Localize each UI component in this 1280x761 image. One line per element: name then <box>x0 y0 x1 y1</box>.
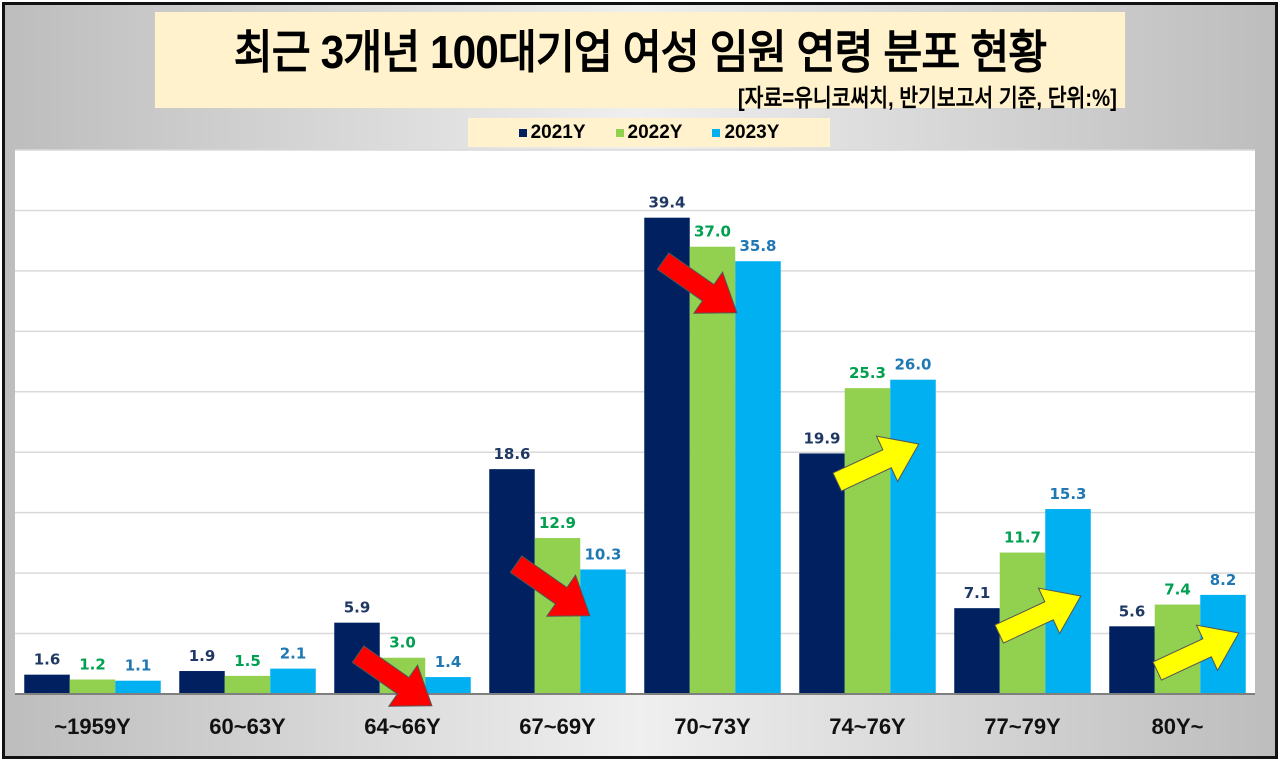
data-label: 25.3 <box>849 364 886 382</box>
legend-item-2022: 2022Y <box>615 121 683 144</box>
chart-title: 최근 3개년 100대기업 여성 임원 연령 분포 현황 <box>233 26 1047 78</box>
chart-subtitle: [자료=유니코써치, 반기보고서 기준, 단위:%] <box>737 85 1117 112</box>
yellow-up-arrow-icon <box>832 435 920 492</box>
data-label: 18.6 <box>493 445 530 463</box>
data-label: 8.2 <box>1210 571 1237 589</box>
legend-label: 2023Y <box>724 121 780 143</box>
data-label: 7.4 <box>1164 581 1191 599</box>
legend-label: 2022Y <box>627 121 683 143</box>
data-label: 19.9 <box>803 429 840 447</box>
data-label: 1.9 <box>189 647 216 665</box>
data-label: 5.9 <box>344 599 371 617</box>
bar-2022Y-70~73Y <box>689 246 736 694</box>
data-label: 1.6 <box>34 651 61 669</box>
data-label: 1.1 <box>125 657 152 675</box>
bar-2023Y-~1959Y <box>115 680 161 694</box>
legend-swatch <box>518 128 527 137</box>
legend: 2021Y 2022Y 2023Y <box>468 118 830 147</box>
bar-2023Y-67~69Y <box>580 569 626 694</box>
x-tick-label: 64~66Y <box>364 714 441 739</box>
bar-2023Y-60~63Y <box>270 668 316 694</box>
data-label: 1.5 <box>234 652 261 670</box>
bar-2021Y-74~76Y <box>799 453 845 694</box>
legend-item-2021: 2021Y <box>518 121 586 144</box>
bar-2022Y-60~63Y <box>224 675 271 694</box>
x-tick-label: 60~63Y <box>209 714 286 739</box>
bar-2023Y-64~66Y <box>425 677 471 694</box>
red-down-arrow-icon <box>351 645 433 707</box>
data-label: 11.7 <box>1004 529 1041 547</box>
bar-2023Y-74~76Y <box>890 379 936 694</box>
data-label: 12.9 <box>539 514 576 532</box>
title-box: 최근 3개년 100대기업 여성 임원 연령 분포 현황 [자료=유니코써치, … <box>155 12 1125 112</box>
legend-label: 2021Y <box>530 121 586 143</box>
data-label: 2.1 <box>280 645 307 663</box>
data-label: 1.4 <box>435 653 462 671</box>
data-label: 37.0 <box>694 223 731 241</box>
data-label: 35.8 <box>739 237 776 255</box>
legend-swatch <box>615 128 624 137</box>
data-label: 39.4 <box>648 194 685 212</box>
x-tick-label: 80Y~ <box>1152 714 1204 739</box>
bar-2021Y-77~79Y <box>954 608 1000 694</box>
x-tick-label: 77~79Y <box>984 714 1061 739</box>
bar-2022Y-~1959Y <box>69 679 116 694</box>
bar-2021Y-60~63Y <box>179 671 225 694</box>
data-label: 7.1 <box>964 584 991 602</box>
bar-2022Y-74~76Y <box>844 388 891 694</box>
bar-2021Y-~1959Y <box>24 674 70 694</box>
bar-2021Y-80Y~ <box>1109 626 1155 694</box>
data-label: 26.0 <box>894 356 931 374</box>
data-label: 5.6 <box>1119 602 1146 620</box>
x-tick-label: 74~76Y <box>829 714 906 739</box>
yellow-up-arrow-icon <box>1152 624 1240 681</box>
data-label: 3.0 <box>389 634 416 652</box>
legend-swatch <box>712 128 721 137</box>
data-label: 15.3 <box>1049 485 1086 503</box>
data-label: 1.2 <box>79 655 106 673</box>
x-tick-label: 67~69Y <box>519 714 596 739</box>
bar-2021Y-70~73Y <box>644 217 690 694</box>
x-tick-label: 70~73Y <box>674 714 751 739</box>
bar-2023Y-70~73Y <box>735 261 781 694</box>
legend-item-2023: 2023Y <box>712 122 779 144</box>
red-down-arrow-icon <box>509 555 591 617</box>
yellow-up-arrow-icon <box>994 587 1082 644</box>
x-tick-label: ~1959Y <box>54 714 131 739</box>
data-label: 10.3 <box>584 545 621 563</box>
red-down-arrow-icon <box>656 252 738 314</box>
